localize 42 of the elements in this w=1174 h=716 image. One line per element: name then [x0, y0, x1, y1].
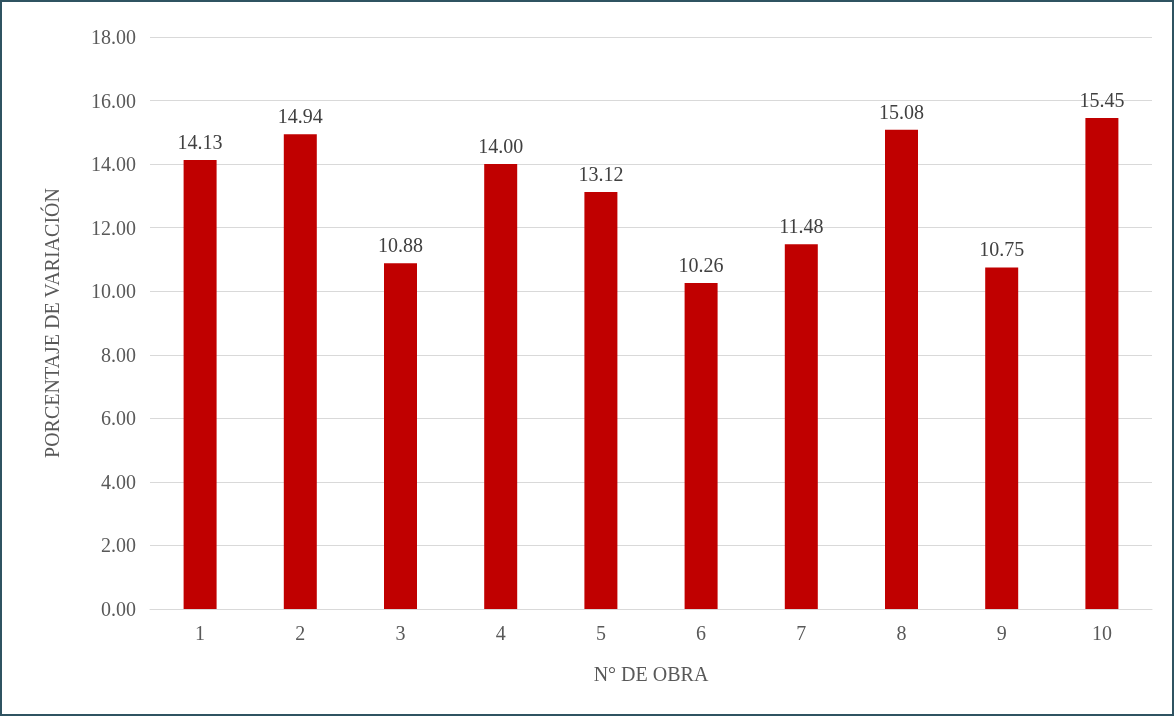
- y-tick-label: 10.00: [91, 280, 136, 303]
- x-axis-title: N° DE OBRA: [593, 663, 709, 685]
- y-tick-label: 6.00: [101, 407, 136, 430]
- bar: [584, 192, 618, 609]
- bar: [985, 267, 1019, 609]
- bar: [684, 282, 718, 609]
- bar: [384, 263, 417, 609]
- y-tick-label: 14.00: [91, 153, 136, 176]
- x-tick-label: 6: [696, 622, 707, 644]
- bar: [784, 244, 818, 609]
- data-label: 10.75: [979, 238, 1025, 261]
- y-axis-title: PORCENTAJE DE VARIACIÓN: [40, 188, 63, 458]
- data-label: 11.48: [779, 215, 824, 238]
- x-tick-label: 7: [796, 622, 807, 644]
- data-label: 13.12: [578, 163, 624, 186]
- y-tick-label: 18.00: [91, 26, 136, 48]
- y-tick-label: 0.00: [101, 598, 136, 620]
- bar: [484, 164, 518, 609]
- data-label: 14.94: [277, 105, 323, 128]
- y-tick-label: 16.00: [91, 89, 136, 112]
- x-tick-label: 9: [996, 622, 1007, 644]
- y-tick-label: 4.00: [101, 470, 136, 493]
- bar: [183, 159, 217, 609]
- y-tick-label: 8.00: [101, 343, 136, 366]
- bar: [885, 129, 918, 609]
- x-tick-label: 8: [896, 622, 907, 644]
- bar: [1085, 118, 1119, 609]
- x-tick-label: 1: [195, 622, 206, 644]
- bar: [283, 134, 317, 609]
- x-tick-label: 3: [395, 622, 406, 644]
- data-label: 10.88: [378, 234, 423, 257]
- data-label: 14.13: [177, 130, 223, 153]
- data-label: 10.26: [678, 253, 724, 276]
- x-tick-label: 5: [595, 622, 606, 644]
- x-tick-label: 10: [1091, 622, 1112, 644]
- x-tick-label: 4: [495, 622, 506, 644]
- data-label: 14.00: [478, 135, 524, 158]
- data-label: 15.08: [879, 100, 924, 123]
- data-label: 15.45: [1079, 89, 1125, 112]
- y-tick-label: 2.00: [101, 534, 136, 557]
- y-tick-label: 12.00: [91, 216, 136, 239]
- x-tick-label: 2: [295, 622, 306, 644]
